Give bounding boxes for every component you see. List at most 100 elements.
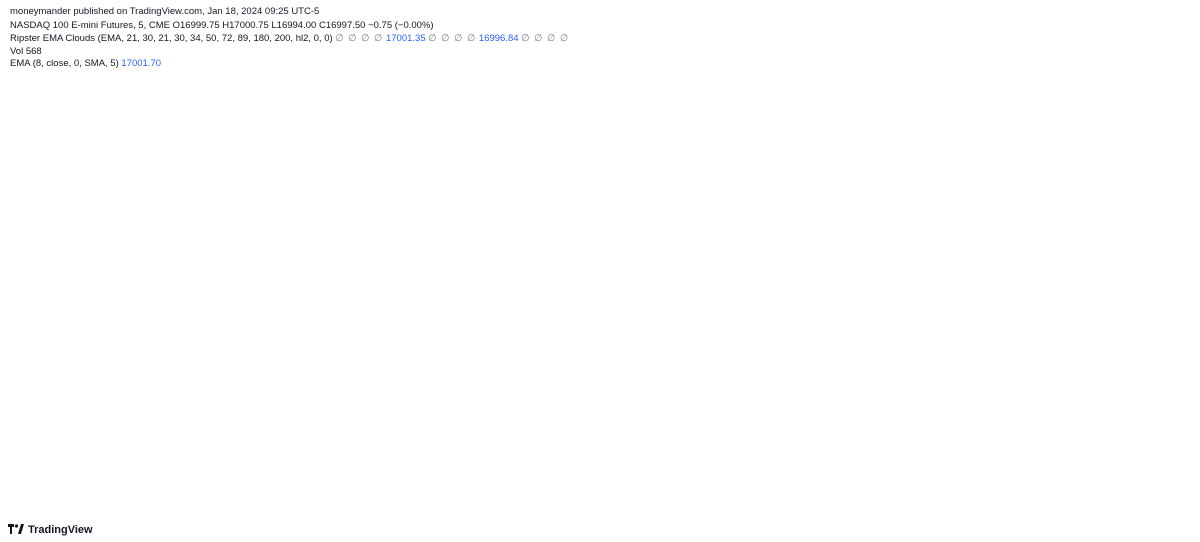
time-tick-label: 15:00	[345, 506, 368, 516]
cloud-segment	[486, 131, 493, 137]
cloud-segment	[82, 108, 89, 110]
cloud-segment	[320, 156, 327, 164]
cloud-segment	[528, 125, 535, 131]
symbol-title[interactable]: NASDAQ 100 E-mini Futures, 5, CME	[10, 20, 170, 31]
volume-bar	[580, 499, 585, 500]
candle-up	[907, 46, 912, 51]
cloud-segment	[754, 112, 761, 117]
cloud-segment	[808, 105, 815, 110]
cloud-segment	[927, 62, 934, 74]
indicator-ema-legend[interactable]: EMA (8, close, 0, SMA, 5) 17001.70	[10, 58, 161, 69]
price-tag-text: 17001.35	[1146, 67, 1184, 77]
cloud-segment	[76, 108, 83, 111]
candle-up	[502, 119, 508, 122]
cloud-segment	[356, 164, 363, 170]
level-label: LOD	[1119, 213, 1136, 223]
cloud-segment	[106, 105, 113, 108]
candle-up	[829, 89, 835, 92]
candle-down	[103, 95, 109, 100]
indicator-ema-label[interactable]: EMA (8, close, 0, SMA, 5)	[10, 58, 119, 69]
price-tick-label: 16880	[1147, 107, 1172, 117]
level-price-tag-text: 16841.75	[1146, 130, 1184, 140]
volume-bar	[401, 497, 406, 500]
smt-line	[177, 351, 319, 400]
candle-down	[597, 123, 603, 126]
level-price-tag-text: 16689.25	[1146, 220, 1184, 230]
cloud-segment	[183, 135, 190, 149]
volume-bar	[728, 497, 733, 500]
cloud-segment	[147, 111, 154, 116]
candle-up	[335, 182, 341, 188]
fvg-box	[277, 340, 353, 354]
volume-bar	[389, 461, 394, 500]
price-tag	[1142, 86, 1190, 96]
volume-bar	[877, 497, 882, 500]
volume-bar	[98, 488, 103, 500]
cloud-segment	[683, 125, 690, 127]
tradingview-logo-icon	[8, 524, 24, 534]
candle-up	[954, 28, 960, 31]
candle-down	[294, 160, 299, 165]
volume-bar	[443, 498, 448, 500]
candle-up	[323, 183, 329, 187]
volume-bar	[990, 499, 995, 500]
cloud-segment	[588, 123, 595, 127]
cloud-segment	[909, 70, 916, 82]
indicator-ripster-legend[interactable]: Ripster EMA Clouds (EMA, 21, 30, 21, 30,…	[10, 33, 569, 44]
cloud-segment	[873, 86, 880, 95]
level-label: -0.618 (16935.25)	[1068, 68, 1136, 78]
cloud-segment	[118, 105, 125, 108]
cloud-segment	[350, 163, 357, 170]
indicator-vol-legend[interactable]: Vol 568	[10, 46, 42, 57]
candle-down	[603, 124, 609, 126]
volume-bar	[800, 495, 805, 500]
time-axis[interactable]: 06:00 07:30 09:00 10:30 12:00 13:30 15:00 18:00…	[17, 506, 1079, 516]
cloud-segment	[879, 84, 886, 93]
volume-bar	[717, 496, 721, 500]
volume-bar	[44, 491, 49, 500]
volume-bar	[1008, 498, 1013, 500]
candle-up	[811, 96, 817, 99]
volume-bar	[461, 498, 466, 500]
volume-bar	[693, 498, 698, 500]
volume-bar	[479, 498, 483, 500]
volume-bar	[871, 497, 876, 500]
candle-down	[782, 102, 787, 105]
cloud-segment	[385, 161, 392, 165]
cloud-segment	[213, 147, 220, 157]
cloud-segment	[867, 89, 874, 97]
volume-bar	[371, 498, 376, 500]
candle-down	[139, 123, 145, 130]
price-tag	[1142, 54, 1190, 65]
volume-bar	[568, 499, 573, 500]
tradingview-brand[interactable]: TradingView	[8, 524, 93, 536]
volume-bar	[830, 495, 835, 500]
candle-up	[746, 106, 752, 111]
smt-label: SMT	[238, 378, 259, 393]
volume-bar	[306, 497, 311, 500]
candle-down	[770, 99, 775, 102]
cloud-segment	[427, 142, 434, 148]
indicator-ripster-label[interactable]: Ripster EMA Clouds (EMA, 21, 30, 21, 30,…	[10, 33, 333, 44]
cloud-segment	[665, 127, 672, 128]
candle-down	[526, 120, 532, 122]
indicator-vol-label[interactable]: Vol	[10, 46, 24, 57]
price-tick-label: 17040	[1147, 13, 1172, 23]
cloud-segment	[540, 125, 547, 130]
indicator-ripster-value-1: 17001.35	[385, 33, 426, 44]
volume-bar	[544, 498, 549, 500]
volume-bar	[836, 497, 840, 500]
candle-up	[865, 69, 871, 75]
cloud-segment	[344, 162, 351, 170]
cloud-segment	[897, 76, 904, 86]
indicator-ripster-value-2: 16996.84	[478, 33, 519, 44]
volume-bar	[62, 492, 67, 500]
cloud-segment	[891, 78, 898, 89]
symbol-line[interactable]: NASDAQ 100 E-mini Futures, 5, CME O16999…	[10, 20, 434, 31]
candle-up	[728, 110, 734, 113]
volume-bar	[377, 497, 382, 500]
candle-down	[14, 111, 20, 114]
cloud-segment	[998, 43, 1005, 52]
